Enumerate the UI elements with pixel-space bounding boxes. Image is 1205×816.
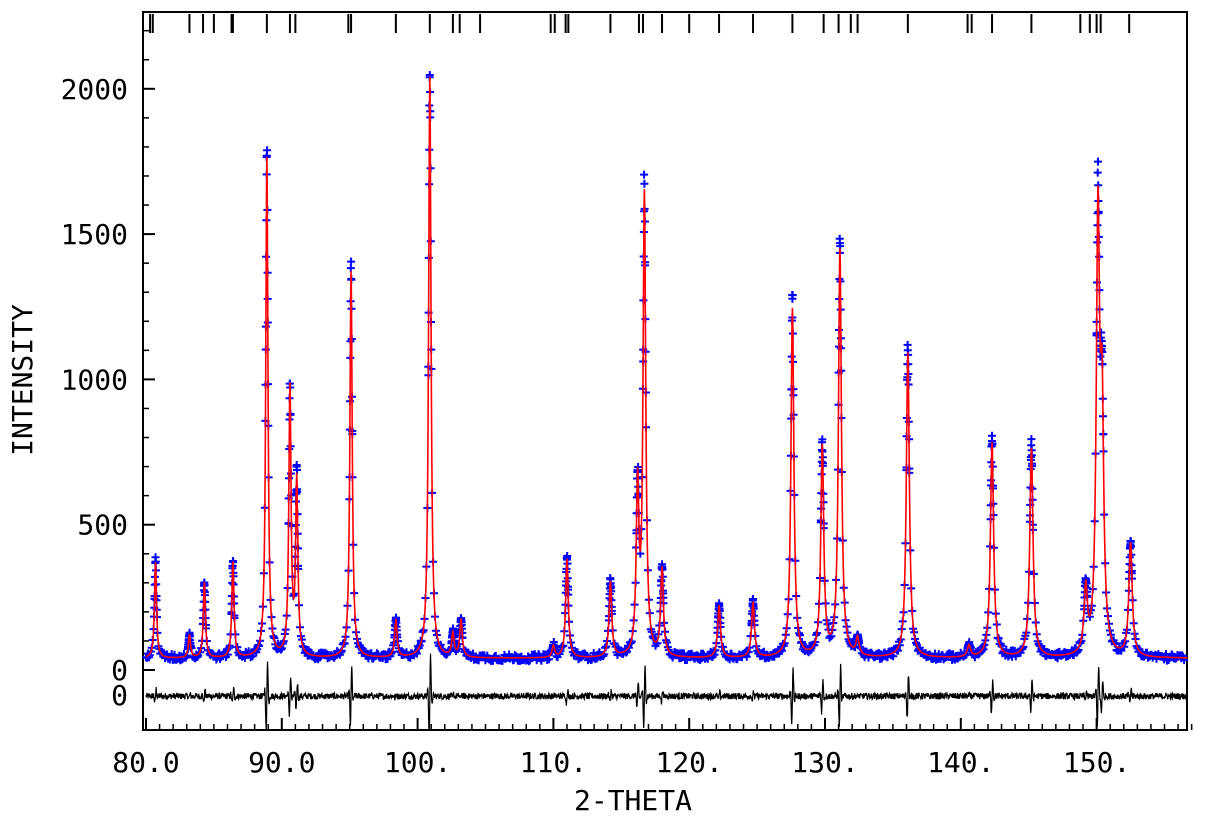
calculated-line bbox=[145, 76, 1188, 659]
plot-frame bbox=[142, 11, 1188, 731]
y-tick-label: 1000 bbox=[61, 363, 128, 396]
x-axis-ticks: 80.0 90.0 100. 110. 120. 130. 140. 150. bbox=[112, 718, 1193, 779]
x-tick-label: 90.0 bbox=[248, 746, 315, 779]
calculated-profile-curve bbox=[145, 76, 1188, 659]
x-tick-label: 150. bbox=[1063, 746, 1130, 779]
x-tick-label: 140. bbox=[927, 746, 994, 779]
x-axis-label: 2-THETA bbox=[574, 784, 692, 816]
difference-curve bbox=[145, 653, 1188, 731]
y-tick-label: 0 bbox=[111, 654, 128, 687]
x-tick-label: 100. bbox=[384, 746, 451, 779]
x-tick-label: 80.0 bbox=[112, 746, 179, 779]
x-tick-label: 110. bbox=[520, 746, 587, 779]
difference-line bbox=[145, 653, 1188, 731]
difference-zero-label: 0 bbox=[111, 679, 128, 712]
y-tick-label: 2000 bbox=[61, 73, 128, 106]
y-axis-ticks: 0 500 1000 1500 2000 bbox=[61, 29, 155, 687]
y-tick-label: 500 bbox=[77, 509, 128, 542]
y-tick-label: 1500 bbox=[61, 218, 128, 251]
x-tick-label: 130. bbox=[791, 746, 858, 779]
x-tick-label: 120. bbox=[655, 746, 722, 779]
y-axis-label: INTENSITY bbox=[6, 304, 39, 456]
reflection-tick-marks bbox=[149, 14, 1131, 33]
